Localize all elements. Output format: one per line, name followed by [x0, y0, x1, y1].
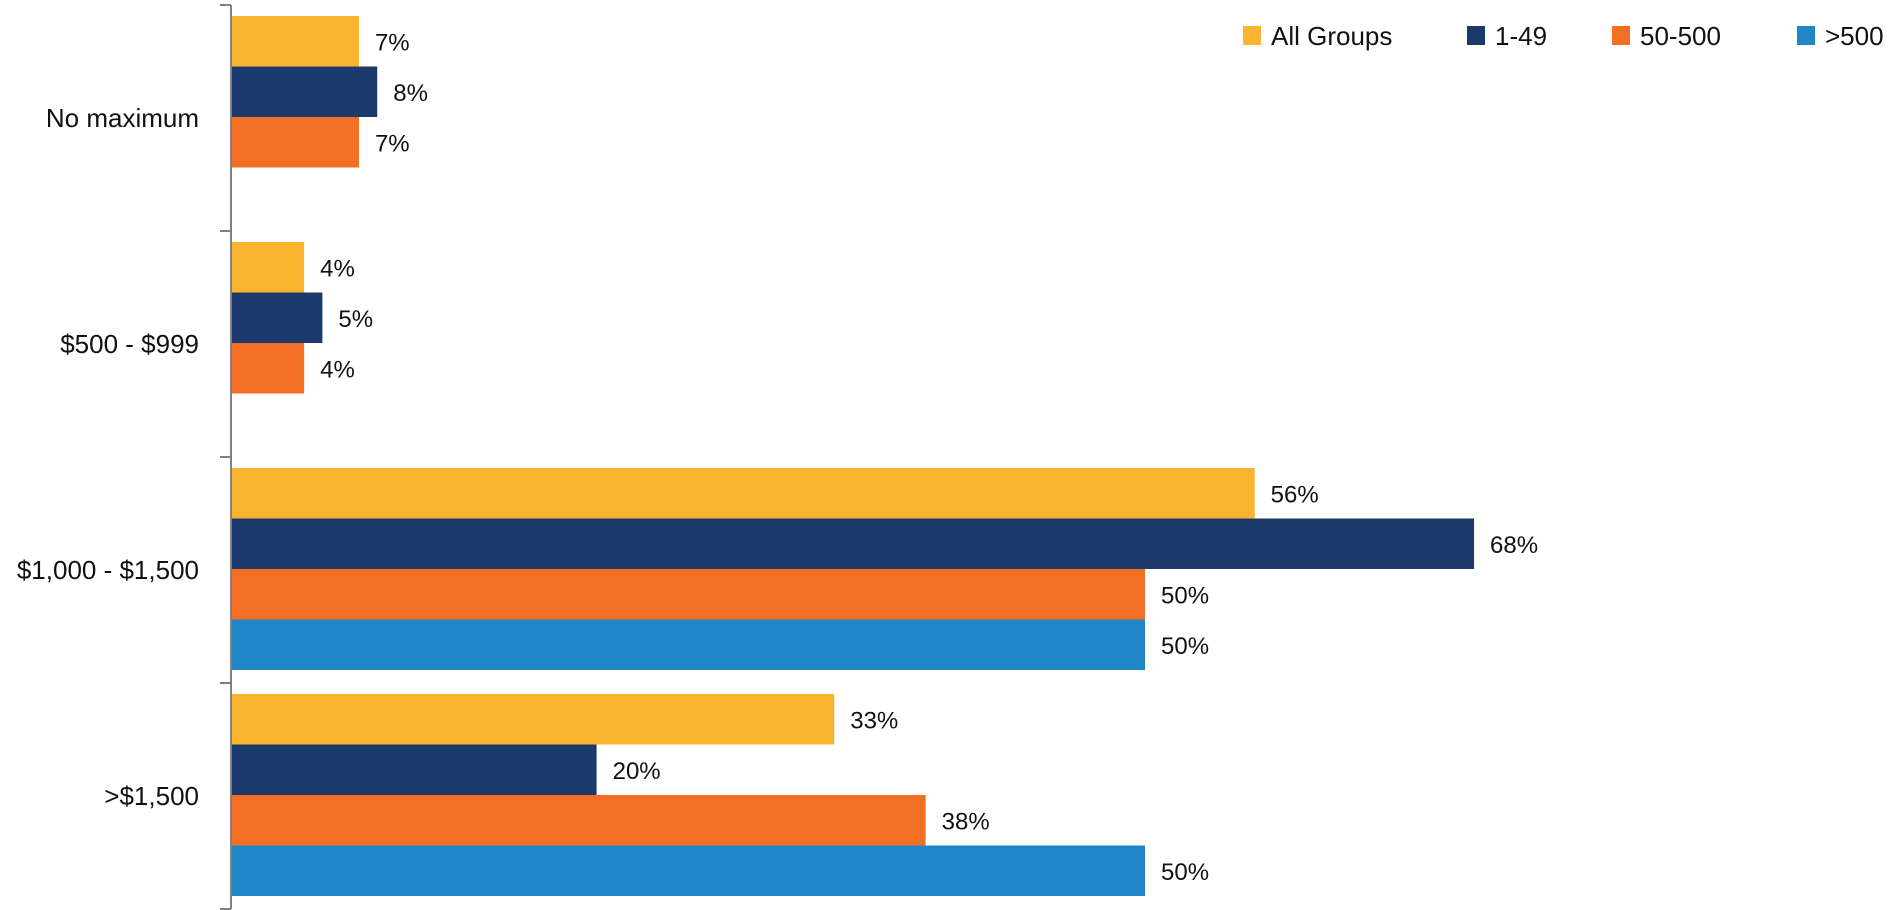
bar-3-1	[231, 468, 1255, 519]
category-label-2: $500 - $999	[60, 329, 199, 359]
value-label-2-3: 4%	[320, 356, 355, 383]
legend: All Groups 1-49 50-500 >500	[1243, 21, 1884, 51]
bar-1-2	[231, 66, 378, 117]
category-labels: No maximum $500 - $999 $1,000 - $1,500 >$1,…	[17, 103, 199, 811]
value-label-1-2: 8%	[393, 80, 428, 107]
legend-swatch-2	[1467, 26, 1485, 45]
value-label-4-3: 38%	[942, 808, 990, 835]
value-label-4-4: 50%	[1161, 859, 1209, 886]
legend-swatch-3	[1612, 26, 1630, 45]
legend-label-4: >500	[1825, 21, 1884, 51]
bar-2-3	[231, 343, 305, 394]
category-axis	[220, 4, 232, 910]
category-label-3: $1,000 - $1,500	[17, 555, 199, 585]
bar-1-3	[231, 117, 359, 168]
value-label-4-2: 20%	[613, 758, 661, 785]
value-labels: 7% 8% 7% 4% 5% 4% 56% 68% 50% 50% 33% 20% 38% 50%	[320, 29, 1538, 886]
value-label-3-1: 56%	[1271, 481, 1319, 508]
value-label-3-4: 50%	[1161, 633, 1209, 660]
bar-2-2	[231, 292, 323, 343]
legend-swatch-4	[1797, 26, 1815, 45]
value-label-2-1: 4%	[320, 255, 355, 282]
value-label-1-3: 7%	[375, 130, 410, 157]
value-label-2-2: 5%	[338, 306, 373, 333]
bar-4-2	[231, 744, 597, 795]
category-label-1: No maximum	[46, 103, 199, 133]
value-label-1-1: 7%	[375, 29, 410, 56]
bar-3-4	[231, 619, 1145, 670]
bar-1-1	[231, 16, 359, 67]
bar-3-2	[231, 518, 1475, 569]
bars	[231, 16, 1475, 896]
bar-4-4	[231, 845, 1145, 896]
value-label-4-1: 33%	[850, 707, 898, 734]
bar-2-1	[231, 242, 305, 293]
bar-4-1	[231, 694, 835, 745]
bar-3-3	[231, 569, 1145, 620]
legend-label-3: 50-500	[1640, 21, 1721, 51]
value-label-3-2: 68%	[1490, 532, 1538, 559]
category-label-4: >$1,500	[104, 781, 199, 811]
legend-label-2: 1-49	[1495, 21, 1547, 51]
legend-swatch-1	[1243, 26, 1261, 45]
value-label-3-3: 50%	[1161, 582, 1209, 609]
legend-label-1: All Groups	[1271, 21, 1392, 51]
bar-4-3	[231, 795, 926, 846]
